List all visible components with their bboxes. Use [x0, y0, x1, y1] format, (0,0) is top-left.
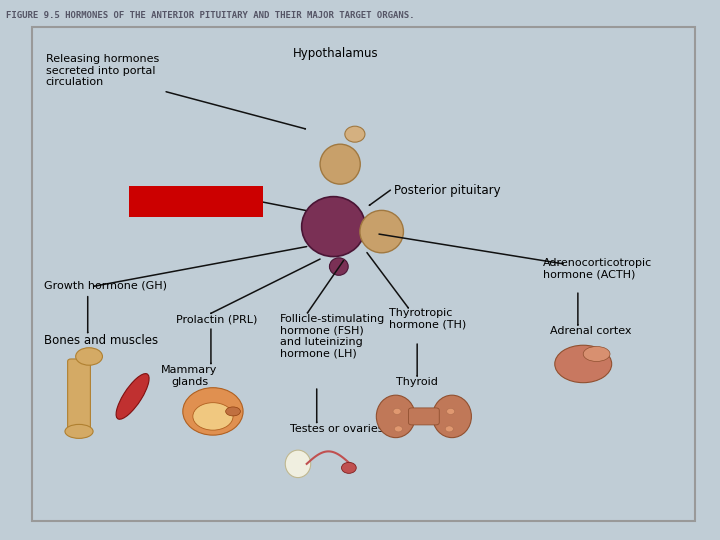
Text: Prolactin (PRL): Prolactin (PRL): [176, 314, 258, 324]
Text: Bones and muscles: Bones and muscles: [43, 334, 158, 347]
Ellipse shape: [285, 450, 311, 477]
Text: Thyroid: Thyroid: [396, 377, 438, 387]
Ellipse shape: [445, 426, 454, 432]
Ellipse shape: [65, 424, 93, 438]
Text: Posterior pituitary: Posterior pituitary: [394, 184, 500, 197]
Ellipse shape: [433, 395, 472, 437]
Ellipse shape: [555, 345, 612, 383]
Ellipse shape: [320, 144, 360, 184]
Ellipse shape: [76, 348, 102, 365]
Text: Hypothalamus: Hypothalamus: [293, 47, 379, 60]
Ellipse shape: [341, 462, 356, 474]
Text: Adrenal cortex: Adrenal cortex: [550, 327, 631, 336]
Ellipse shape: [183, 388, 243, 435]
Ellipse shape: [302, 197, 365, 256]
Text: Growth hormone (GH): Growth hormone (GH): [43, 280, 166, 290]
Text: FIGURE 9.5 HORMONES OF THE ANTERIOR PITUITARY AND THEIR MAJOR TARGET ORGANS.: FIGURE 9.5 HORMONES OF THE ANTERIOR PITU…: [6, 11, 414, 20]
Ellipse shape: [583, 347, 610, 361]
FancyBboxPatch shape: [68, 359, 91, 429]
Text: Anterior pituitary: Anterior pituitary: [148, 194, 244, 205]
Ellipse shape: [193, 403, 233, 430]
Text: Follicle-stimulating
hormone (FSH)
and luteinizing
hormone (LH): Follicle-stimulating hormone (FSH) and l…: [280, 314, 385, 359]
Ellipse shape: [446, 408, 454, 414]
Ellipse shape: [395, 426, 402, 432]
Ellipse shape: [116, 374, 149, 419]
Text: Adrenocorticotropic
hormone (ACTH): Adrenocorticotropic hormone (ACTH): [543, 258, 652, 280]
Ellipse shape: [225, 407, 240, 416]
FancyBboxPatch shape: [130, 186, 264, 217]
Ellipse shape: [393, 408, 401, 414]
Text: Mammary
glands: Mammary glands: [161, 365, 217, 387]
Text: Thyrotropic
hormone (TH): Thyrotropic hormone (TH): [389, 308, 467, 329]
Text: Testes or ovaries: Testes or ovaries: [290, 424, 384, 434]
Ellipse shape: [377, 395, 415, 437]
FancyBboxPatch shape: [408, 408, 439, 425]
Ellipse shape: [345, 126, 365, 142]
Ellipse shape: [330, 258, 348, 275]
Text: Releasing hormones
secreted into portal
circulation: Releasing hormones secreted into portal …: [45, 54, 159, 87]
Ellipse shape: [360, 211, 403, 253]
